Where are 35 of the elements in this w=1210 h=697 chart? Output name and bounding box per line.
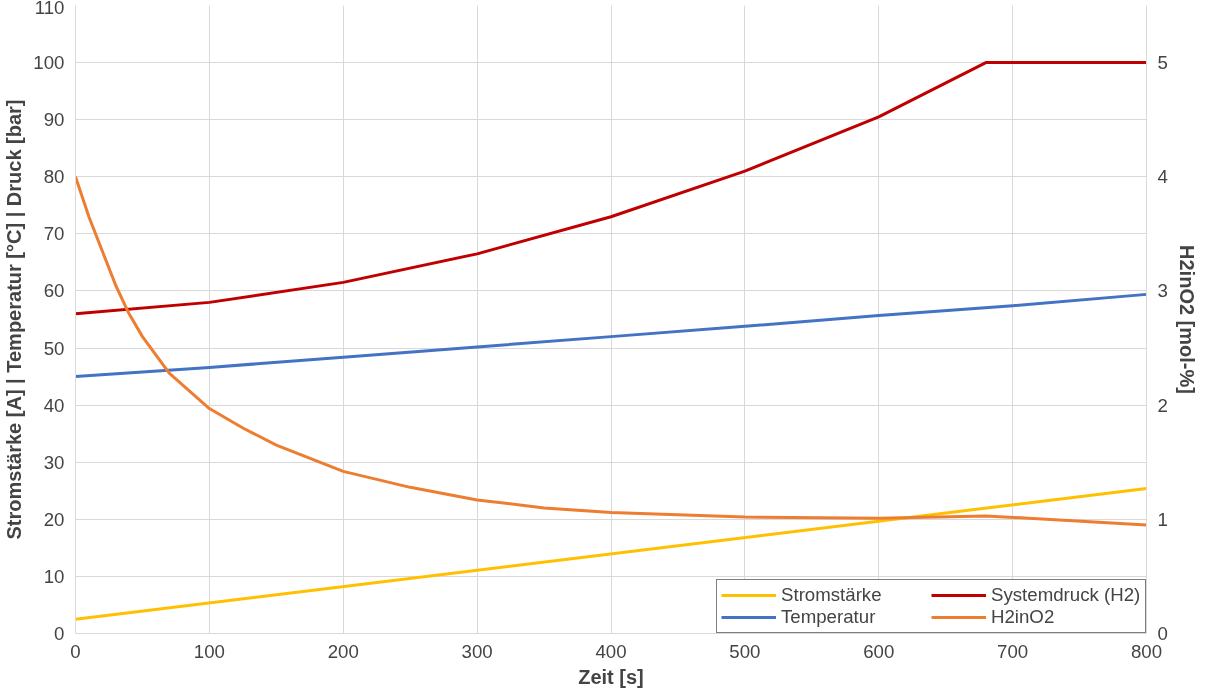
y-tick-label: 20 [43,508,65,530]
x-tick-label: 200 [327,640,359,662]
y-tick-label: 90 [43,109,65,131]
y2-tick-label: 5 [1157,52,1168,74]
x-tick-label: 600 [863,640,895,662]
y-tick-label: 0 [54,623,65,644]
x-tick-label: 300 [461,640,493,662]
y-tick-label: 70 [43,223,65,245]
x-tick-label: 0 [70,640,81,662]
y-tick-label: 40 [43,394,65,416]
legend-label: H2inO2 [991,606,1056,628]
line-series [75,175,1147,527]
y-axis-title: Stromstärke [A] | Temperatur [°C] | Druck [bar] [3,99,26,540]
y2-tick-label: 4 [1157,166,1168,188]
y-tick-label: 100 [33,52,65,74]
y-tick-label: 60 [43,280,65,302]
y2-tick-label: 3 [1157,280,1168,302]
y2-tick-label: 2 [1157,394,1168,416]
line-series [75,292,1147,379]
line-series [75,61,1147,316]
y-tick-label: 50 [43,337,65,359]
y2-tick-label: 1 [1157,508,1168,530]
legend-label: Stromstärke [781,584,883,606]
legend-label: Temperatur [781,606,877,628]
y-tick-label: 30 [43,451,65,473]
y-tick-label: 110 [34,0,65,18]
x-tick-label: 700 [997,640,1029,662]
x-tick-label: 400 [595,640,627,662]
x-tick-label: 100 [193,640,225,662]
y-tick-label: 10 [43,565,65,587]
y-tick-label: 80 [43,166,65,188]
x-axis-title: Zeit [s] [578,665,644,688]
y2-axis-title: H2inO2 [mol-%] [1175,245,1198,394]
legend-label: Systemdruck (H2) [991,584,1141,606]
x-tick-label: 500 [729,640,761,662]
